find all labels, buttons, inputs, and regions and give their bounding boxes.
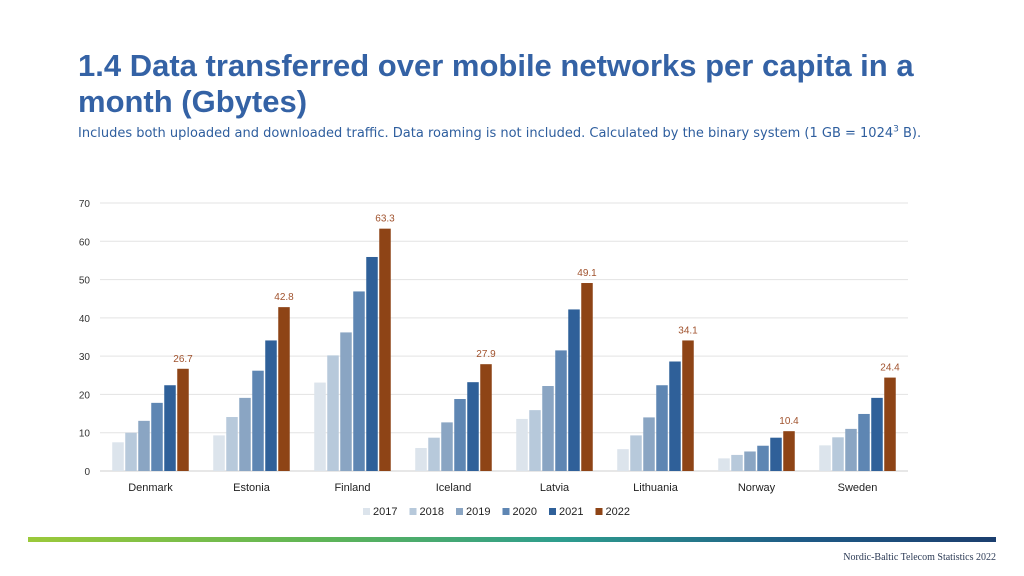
data-label: 34.1 (678, 325, 698, 336)
subtitle-text: Includes both uploaded and downloaded tr… (78, 126, 894, 141)
data-label: 24.4 (880, 363, 900, 374)
y-tick-label: 60 (79, 237, 91, 248)
bar-2021-finland (366, 256, 378, 471)
y-tick-label: 50 (79, 276, 91, 287)
bar-2017-finland (314, 382, 326, 471)
subtitle-superscript: 3 (893, 124, 899, 135)
bar-2021-estonia (265, 340, 277, 471)
legend-swatch-2021 (549, 508, 556, 515)
y-tick-label: 0 (84, 467, 90, 478)
bar-2018-iceland (428, 437, 440, 471)
bar-2022-latvia (581, 283, 593, 471)
bar-2020-norway (757, 445, 769, 471)
bar-2017-sweden (819, 445, 831, 471)
bar-2018-sweden (832, 437, 844, 471)
bar-2018-latvia (529, 410, 541, 471)
x-category-label: Finland (334, 482, 370, 494)
x-category-label: Latvia (540, 482, 570, 494)
legend-label-2017: 2017 (373, 506, 397, 518)
bar-2022-estonia (278, 307, 290, 471)
bar-2018-estonia (226, 417, 238, 471)
bar-2021-latvia (568, 309, 580, 471)
legend-swatch-2019 (456, 508, 463, 515)
bar-2020-denmark (151, 402, 163, 471)
bar-2019-iceland (441, 422, 453, 471)
bar-2020-finland (353, 291, 365, 471)
bar-2017-iceland (415, 448, 427, 471)
legend-swatch-2017 (363, 508, 370, 515)
data-label: 10.4 (779, 416, 799, 427)
legend-label-2021: 2021 (559, 506, 583, 518)
bar-2019-sweden (845, 428, 857, 471)
y-tick-label: 10 (79, 429, 91, 440)
bar-2019-finland (340, 332, 352, 471)
bar-2021-iceland (467, 382, 479, 471)
footer-source: Nordic-Baltic Telecom Statistics 2022 (843, 552, 996, 563)
bar-2017-latvia (516, 418, 528, 471)
y-tick-label: 40 (79, 314, 91, 325)
y-tick-label: 30 (79, 352, 91, 363)
legend-label-2022: 2022 (606, 506, 630, 518)
legend-swatch-2020 (502, 508, 510, 515)
y-tick-label: 70 (79, 199, 91, 210)
legend-swatch-2018 (409, 508, 417, 515)
x-category-label: Estonia (233, 482, 271, 494)
data-label: 27.9 (476, 349, 496, 360)
bar-2019-latvia (542, 386, 554, 471)
x-category-label: Norway (738, 482, 776, 494)
bar-2019-norway (744, 451, 756, 471)
bar-2017-lithuania (617, 449, 629, 471)
x-category-label: Sweden (838, 482, 878, 494)
bar-2018-denmark (125, 432, 137, 471)
legend-label-2020: 2020 (513, 506, 537, 518)
legend-label-2019: 2019 (466, 506, 490, 518)
bar-2020-latvia (555, 350, 567, 471)
bar-2021-sweden (871, 397, 883, 471)
legend-label-2018: 2018 (420, 506, 444, 518)
data-label: 42.8 (274, 292, 294, 303)
bar-2017-estonia (213, 435, 225, 471)
bar-2017-denmark (112, 442, 124, 471)
bar-2017-norway (718, 458, 730, 471)
y-tick-label: 20 (79, 390, 91, 401)
bar-2022-lithuania (682, 340, 694, 471)
bar-2022-sweden (884, 377, 896, 471)
bar-2019-lithuania (643, 417, 655, 471)
bar-2021-denmark (164, 385, 176, 471)
x-category-label: Iceland (436, 482, 471, 494)
data-label: 49.1 (577, 268, 597, 279)
bar-2018-lithuania (630, 435, 642, 471)
bar-2020-iceland (454, 399, 466, 471)
bar-2019-estonia (239, 397, 251, 471)
data-label: 63.3 (375, 214, 395, 225)
bar-2022-denmark (177, 368, 189, 471)
legend-swatch-2022 (595, 508, 603, 515)
bar-2020-estonia (252, 370, 264, 471)
bar-2021-norway (770, 437, 782, 471)
page-title: 1.4 Data transferred over mobile network… (78, 48, 914, 119)
bar-2020-lithuania (656, 385, 668, 471)
bar-2018-finland (327, 355, 339, 471)
bar-2022-finland (379, 228, 391, 471)
bar-2021-lithuania (669, 361, 681, 471)
page-subtitle: Includes both uploaded and downloaded tr… (78, 124, 938, 143)
bar-2022-iceland (480, 364, 492, 471)
bar-2018-norway (731, 454, 743, 471)
bar-2020-sweden (858, 413, 870, 471)
footer-divider (28, 537, 996, 542)
x-category-label: Denmark (128, 482, 173, 494)
x-category-label: Lithuania (633, 482, 679, 494)
bar-2022-norway (783, 431, 795, 471)
bar-2019-denmark (138, 420, 150, 471)
subtitle-end: B). (898, 126, 922, 141)
data-label: 26.7 (173, 354, 193, 365)
